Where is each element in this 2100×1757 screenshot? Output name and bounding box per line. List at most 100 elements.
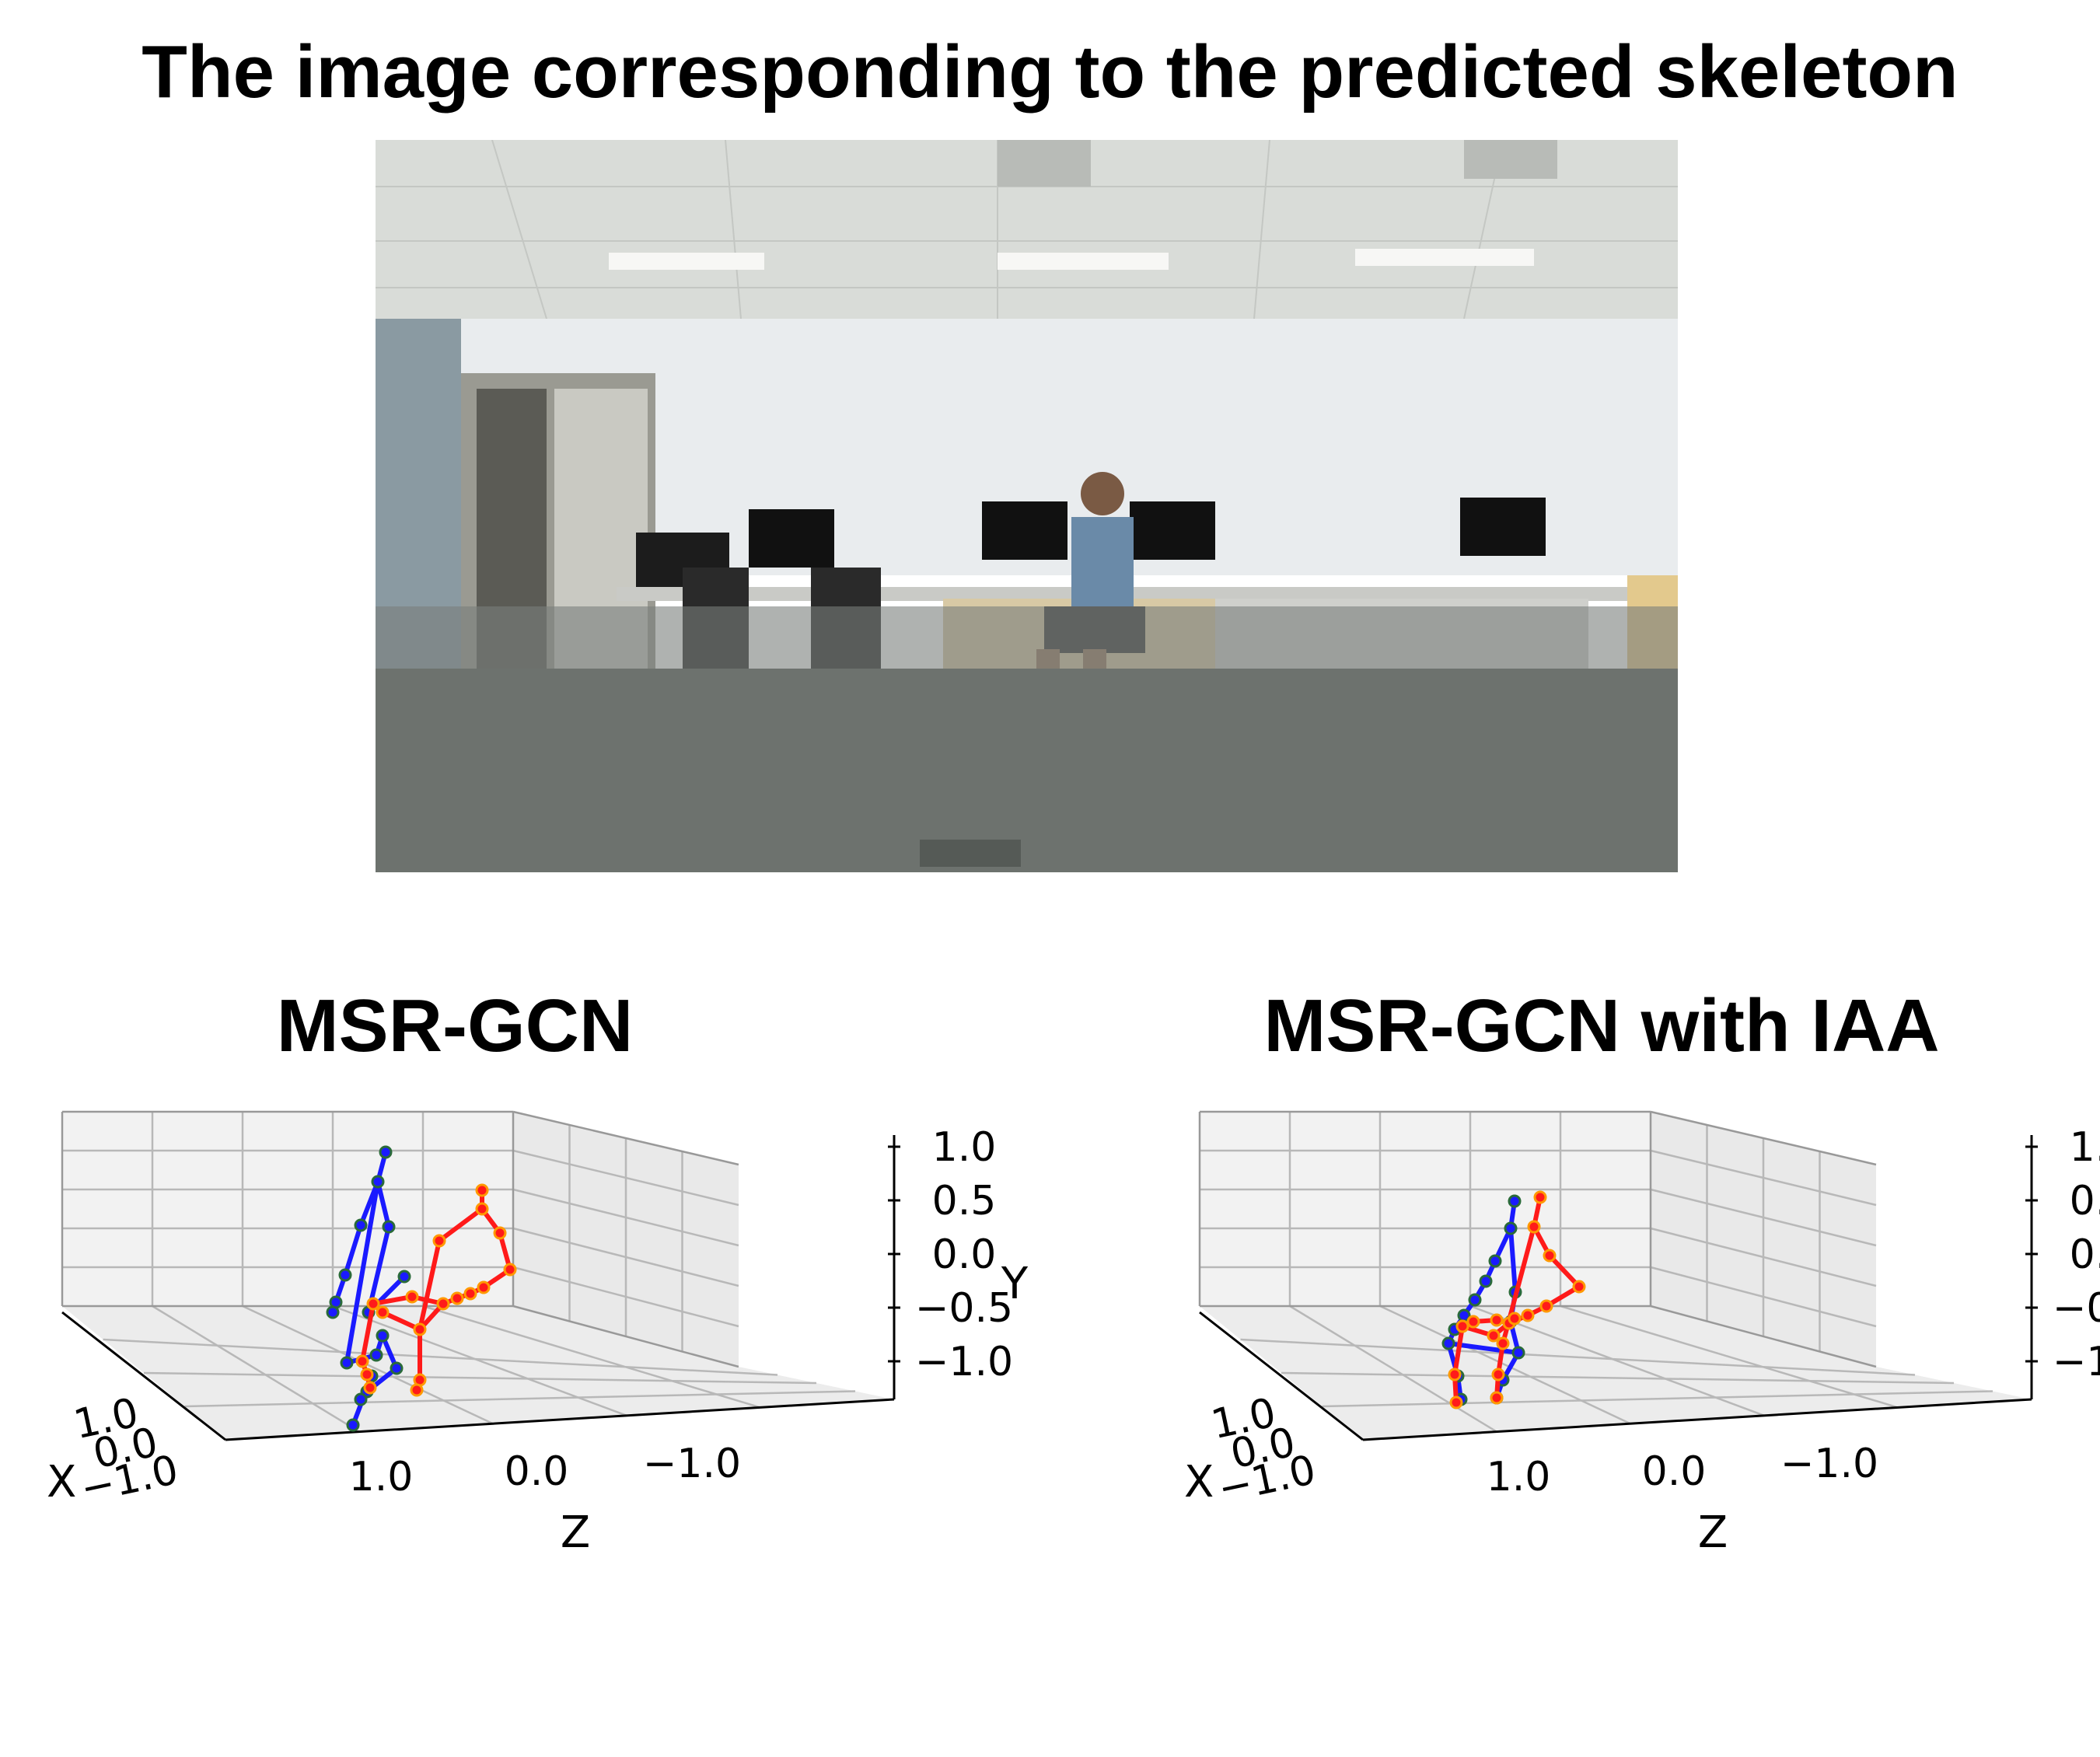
- grid-lines: [1200, 1112, 1993, 1433]
- y-tick-label: 0.5: [932, 1178, 997, 1224]
- x-tick-label: −1.0: [1214, 1447, 1319, 1513]
- axis-lines: [1199, 1135, 2033, 1441]
- x-axis-line: [61, 1311, 226, 1441]
- grid-line: [1289, 1305, 1497, 1433]
- grid-line: [143, 1371, 817, 1385]
- y-tick-label: 0.0: [2070, 1231, 2100, 1278]
- joint: [360, 1368, 374, 1381]
- bone: [418, 1238, 442, 1332]
- joint: [376, 1329, 390, 1343]
- joint: [1511, 1346, 1525, 1360]
- y-tick-label: −1.0: [2053, 1339, 2100, 1385]
- bone: [437, 1207, 484, 1243]
- joint: [1488, 1254, 1502, 1268]
- x-axis-label: X: [1184, 1457, 1214, 1507]
- ground-truth-skeleton: [326, 1145, 411, 1432]
- joint: [1455, 1319, 1469, 1333]
- z-tick-label: 0.0: [1642, 1448, 1707, 1495]
- y-tick-label: −1.0: [915, 1339, 1013, 1385]
- bone: [1452, 1324, 1465, 1377]
- grid-line: [1281, 1371, 1955, 1385]
- joint: [413, 1322, 427, 1336]
- joint: [340, 1356, 354, 1370]
- grid-lines: [62, 1112, 856, 1433]
- bone: [1547, 1253, 1581, 1289]
- grid-line: [103, 1338, 778, 1376]
- z-axis-line: [225, 1398, 895, 1441]
- grid-line: [422, 1305, 761, 1409]
- back-pane: [62, 1112, 513, 1306]
- joint: [376, 1305, 390, 1319]
- plot-msr-gcn-iaa: 1.00.50.0−0.5−1.0Y1.00.0−1.0Z1.00.0−1.0X: [1184, 1110, 2100, 1558]
- box-edge: [512, 1110, 739, 1166]
- joint: [1533, 1190, 1547, 1204]
- joint: [1468, 1293, 1482, 1307]
- joint: [355, 1354, 369, 1368]
- joint: [450, 1291, 464, 1305]
- panel-title-msr-gcn: MSR-GCN: [276, 984, 634, 1067]
- bone: [344, 1179, 380, 1365]
- bone: [380, 1310, 422, 1332]
- box-edge: [512, 1305, 739, 1368]
- grid-line: [184, 1390, 856, 1408]
- joint: [379, 1145, 393, 1159]
- joint: [369, 1348, 383, 1362]
- joint: [1527, 1220, 1541, 1234]
- joint: [1491, 1368, 1505, 1381]
- grid-line: [152, 1305, 360, 1433]
- y-tick-label: −0.5: [915, 1285, 1013, 1332]
- joint: [390, 1361, 404, 1375]
- bone: [376, 1179, 391, 1229]
- joint: [493, 1226, 507, 1240]
- joint: [405, 1290, 419, 1304]
- box-edge: [1650, 1110, 1877, 1166]
- joint: [338, 1268, 352, 1282]
- joint: [1504, 1221, 1518, 1235]
- z-axis-label: Z: [561, 1507, 590, 1558]
- y-tick-label: 0.5: [2070, 1178, 2100, 1224]
- plot-msr-gcn: 1.00.50.0−0.5−1.0Y1.0 0.0 −1.0Z1.00.0−1.0X: [47, 1110, 1029, 1558]
- joint: [382, 1220, 396, 1234]
- joint: [397, 1270, 411, 1284]
- z-tick-label: 0.0: [505, 1448, 569, 1495]
- y-tick-label: 0.0: [932, 1231, 997, 1278]
- joint: [463, 1287, 477, 1301]
- axis-lines: [61, 1135, 896, 1441]
- back-pane: [1200, 1112, 1651, 1306]
- box-edge: [1650, 1305, 1877, 1368]
- bone: [1508, 1226, 1518, 1294]
- y-tick-label: 1.0: [2070, 1124, 2100, 1171]
- joint: [1490, 1391, 1504, 1405]
- y-tick-label: 1.0: [932, 1124, 997, 1171]
- grid-line: [1379, 1305, 1631, 1425]
- y-axis-label: Y: [1001, 1259, 1029, 1309]
- box-edges: [1198, 1110, 1877, 1368]
- bone: [343, 1223, 363, 1277]
- grid-line: [1240, 1338, 1916, 1376]
- joint: [410, 1383, 424, 1397]
- joint: [1508, 1312, 1522, 1326]
- joint: [475, 1202, 489, 1216]
- joint: [1487, 1329, 1501, 1343]
- scene-photo: [376, 140, 1678, 872]
- joint: [1543, 1249, 1557, 1263]
- joint: [475, 1183, 489, 1197]
- grid-line: [1560, 1305, 1899, 1409]
- z-axis-line: [1362, 1398, 2032, 1441]
- joint: [1449, 1395, 1463, 1409]
- joint: [346, 1418, 360, 1432]
- x-axis-label: X: [47, 1457, 76, 1507]
- joint: [1572, 1280, 1586, 1294]
- z-tick-label: 1.0: [1487, 1454, 1551, 1500]
- z-tick-label: 1.0: [349, 1454, 414, 1500]
- x-tick-label: −1.0: [76, 1447, 182, 1513]
- joint: [326, 1305, 340, 1319]
- panel-title-msr-gcn-iaa: MSR-GCN with IAA: [1263, 984, 1940, 1067]
- joint: [432, 1234, 446, 1248]
- predicted-skeleton: [1448, 1190, 1586, 1409]
- joint: [477, 1280, 491, 1294]
- joint: [436, 1297, 450, 1311]
- figure-title: The image corresponding to the predicted…: [142, 30, 1958, 114]
- joint: [366, 1297, 380, 1311]
- grid-line: [1322, 1390, 1993, 1408]
